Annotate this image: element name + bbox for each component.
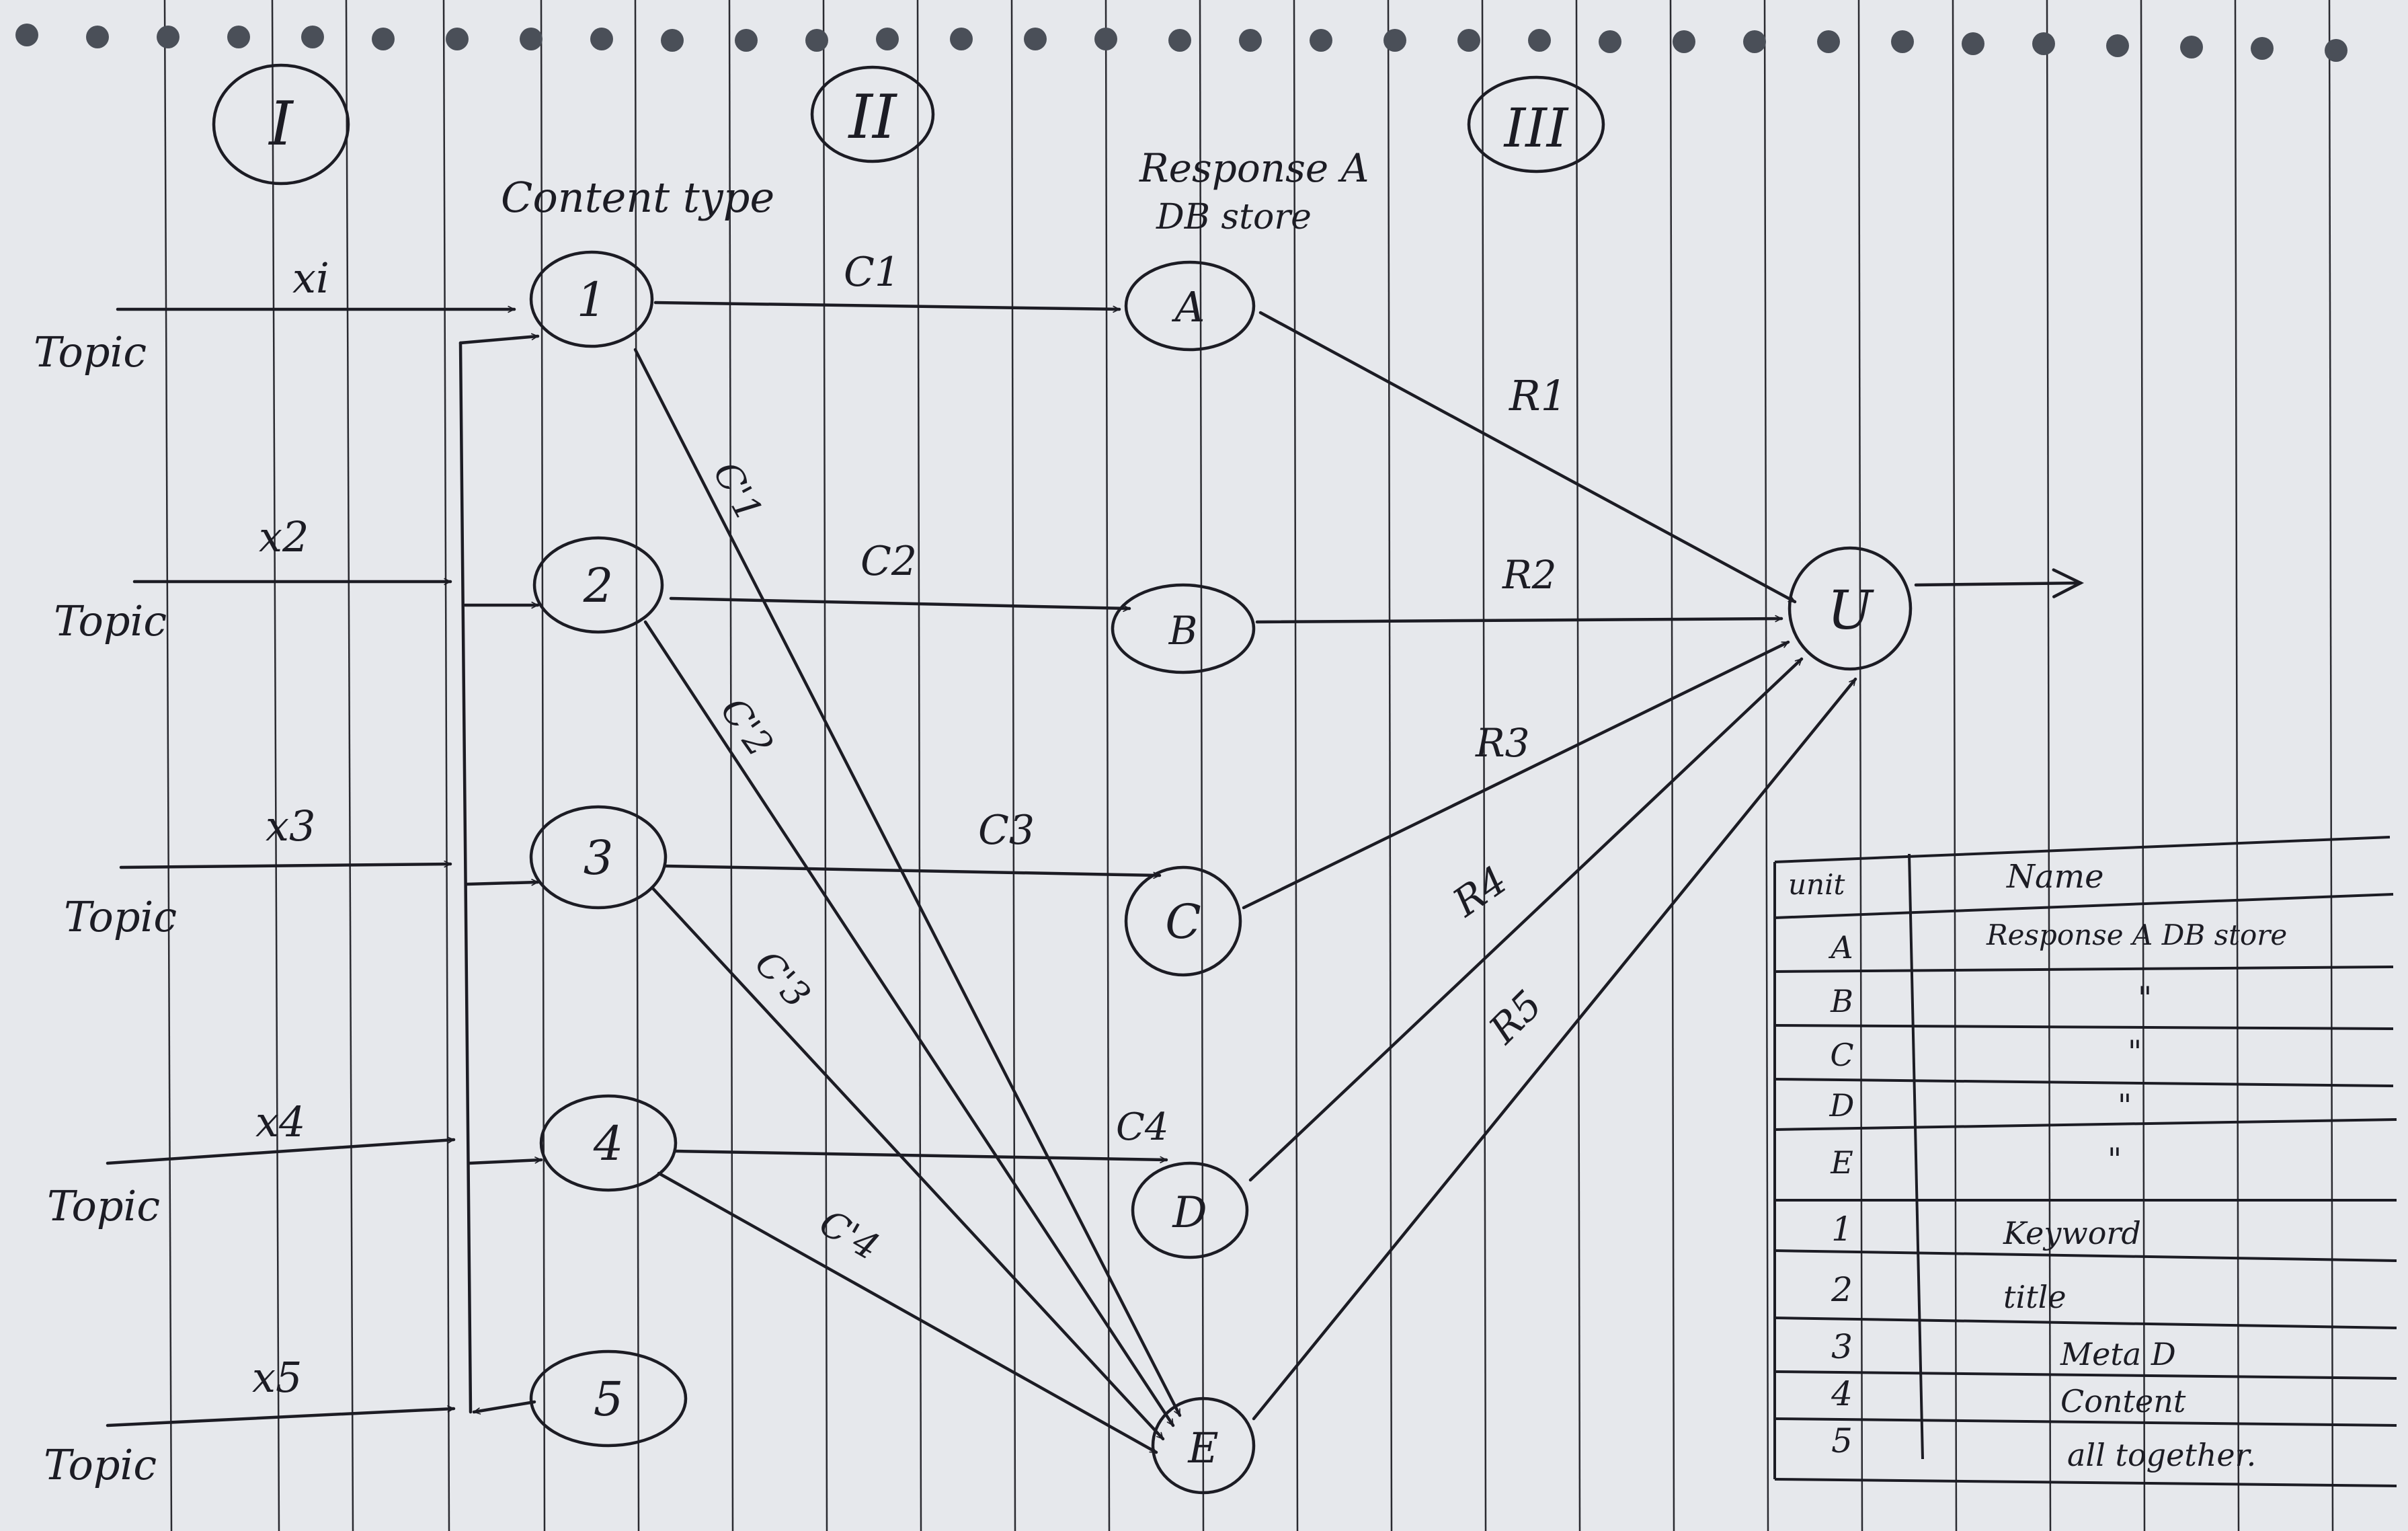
table-unit-cell: 4 xyxy=(1831,1374,1853,1413)
response-node-d xyxy=(1131,1161,1249,1259)
section-one-label: I xyxy=(268,89,294,159)
table-name-cell: " xyxy=(2138,980,2152,1016)
section-three-label: III xyxy=(1503,97,1569,159)
content-node-3-label: 3 xyxy=(584,830,614,886)
content-node-1-label: 1 xyxy=(577,272,607,327)
input-var-label: xi xyxy=(292,253,329,303)
content-node-2-label: 2 xyxy=(583,558,614,613)
table-name-cell: " xyxy=(2118,1087,2132,1124)
input-var-label: x2 xyxy=(259,512,309,561)
input-arrow xyxy=(119,864,452,869)
legend-table: unit Name A Response A DB store B " C " … xyxy=(1773,836,2397,1487)
table-name-cell: all together. xyxy=(2067,1437,2256,1473)
content-node-2 xyxy=(532,536,664,634)
table-name-cell: Response A DB store xyxy=(1986,918,2287,951)
table-name-cell: title xyxy=(2003,1279,2066,1315)
response-node-d-label: D xyxy=(1172,1188,1207,1238)
table-unit-cell: 5 xyxy=(1831,1421,1853,1460)
topic-label: Topic xyxy=(44,1440,157,1489)
edge-label-c2: C2 xyxy=(860,538,917,585)
input-var-label: x5 xyxy=(252,1353,302,1402)
edge-label-c3: C3 xyxy=(978,807,1035,854)
table-header-name: Name xyxy=(2006,858,2104,896)
topic-label: Topic xyxy=(64,892,177,941)
input-var-label: x4 xyxy=(255,1097,305,1146)
content-node-4-label: 4 xyxy=(593,1116,624,1171)
table-unit-cell: A xyxy=(1828,929,1853,966)
response-node-b xyxy=(1111,583,1256,674)
topic-label: Topic xyxy=(47,1181,160,1230)
table-name-cell: " xyxy=(2128,1033,2142,1070)
section-one-circle xyxy=(212,63,350,186)
section-three-circle xyxy=(1467,75,1605,173)
topic-label: Topic xyxy=(54,596,167,645)
section-two-circle xyxy=(810,65,935,163)
content-nodes: 1 2 3 4 5 xyxy=(529,250,688,1448)
response-header-line1: Response A xyxy=(1139,145,1369,191)
edge-label-r1: R1 xyxy=(1509,371,1567,420)
edge-label-c4: C4 xyxy=(1116,1105,1168,1149)
edge-label-c1: C1 xyxy=(844,249,900,296)
table-unit-cell: E xyxy=(1830,1144,1853,1181)
section-markers: I II III xyxy=(212,63,1605,186)
content-node-4 xyxy=(539,1094,678,1192)
output-arrow xyxy=(1914,583,2081,585)
edge-label-r3: R3 xyxy=(1475,720,1530,766)
topic-label: Topic xyxy=(34,327,147,377)
response-node-c-label: C xyxy=(1165,894,1201,949)
content-node-1 xyxy=(529,250,654,348)
response-node-b-label: B xyxy=(1168,608,1198,654)
input-arrow xyxy=(106,1140,456,1165)
table-unit-cell: 1 xyxy=(1831,1210,1853,1249)
content-node-5-label: 5 xyxy=(594,1372,624,1427)
table-header-unit: unit xyxy=(1788,868,1845,901)
table-unit-cell: 3 xyxy=(1831,1327,1853,1366)
section-two-label: II xyxy=(847,82,897,153)
content-node-3 xyxy=(529,805,668,910)
table-name-cell: Meta D xyxy=(2060,1336,2176,1372)
table-unit-cell: 2 xyxy=(1831,1270,1853,1309)
table-unit-cell: D xyxy=(1829,1087,1855,1124)
edge-label-r2: R2 xyxy=(1502,552,1557,598)
table-unit-cell: C xyxy=(1830,1037,1853,1073)
response-header-line2: DB store xyxy=(1156,197,1312,237)
input-arrow xyxy=(106,1409,456,1427)
content-node-5 xyxy=(529,1349,688,1448)
input-var-label: x3 xyxy=(266,801,315,851)
spiral-binding xyxy=(15,24,2347,62)
table-name-cell: " xyxy=(2108,1141,2122,1177)
output-node-u xyxy=(1788,546,1913,671)
response-node-a xyxy=(1124,260,1256,352)
response-node-c xyxy=(1124,865,1242,977)
response-node-a-label: A xyxy=(1172,282,1205,331)
direct-edges: C1 C2 C3 C4 xyxy=(653,249,1168,1160)
response-node-e xyxy=(1151,1397,1256,1495)
response-nodes: A B C D E xyxy=(1111,260,1256,1495)
output-node-u-label: U xyxy=(1827,579,1874,641)
table-name-cell: Keyword xyxy=(2003,1215,2141,1251)
feedback-bus xyxy=(458,336,543,1412)
content-type-header: Content type xyxy=(501,173,774,222)
response-node-e-label: E xyxy=(1187,1423,1218,1473)
table-unit-cell: B xyxy=(1830,983,1853,1019)
input-topics: Topic xi Topic x2 Topic x3 Topic x4 Topi… xyxy=(34,253,516,1489)
table-name-cell: Content xyxy=(2060,1383,2186,1419)
